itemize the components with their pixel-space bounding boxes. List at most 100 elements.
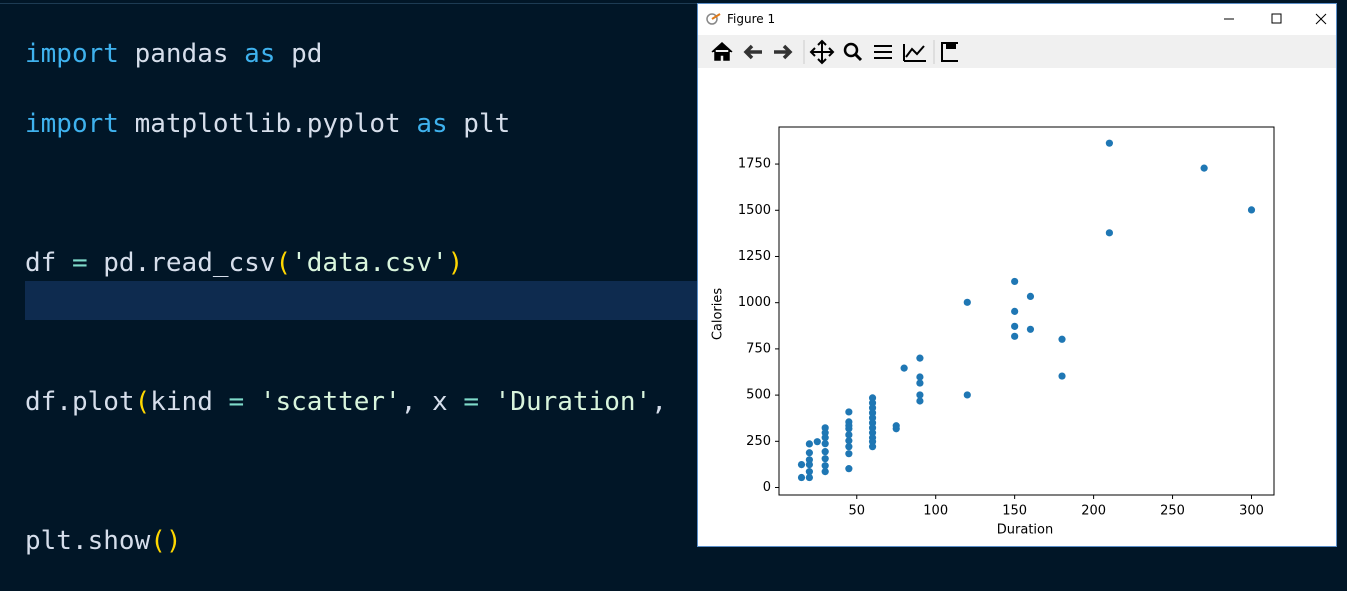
string: 'data.csv': [291, 247, 448, 278]
x-axis-label: Duration: [997, 523, 1053, 538]
code-editor: import pandas as pd import matplotlib.py…: [25, 5, 667, 591]
x-tick-label: 200: [1081, 504, 1106, 519]
scatter-point: [868, 429, 877, 437]
scatter-point: [813, 438, 821, 446]
identifier: matplotlib.pyplot: [118, 108, 417, 139]
y-tick-label: 1500: [738, 203, 771, 218]
scatter-point: [821, 434, 829, 442]
title-bar: Figure 1: [698, 4, 1336, 34]
punctuation: ,: [651, 386, 667, 417]
scatter-point: [821, 448, 829, 456]
editor-border: [0, 3, 700, 4]
scatter-point: [821, 440, 829, 448]
scatter-point: [900, 364, 908, 372]
scatter-point: [797, 460, 806, 469]
scatter-point: [805, 449, 813, 457]
scatter-point: [916, 373, 924, 381]
scatter-point: [1026, 292, 1035, 300]
configure-button[interactable]: [874, 45, 892, 59]
keyword: as: [244, 39, 276, 69]
forward-button[interactable]: [774, 44, 793, 60]
scatter-point: [845, 431, 853, 439]
y-tick-label: 1000: [738, 295, 771, 310]
scatter-point: [821, 462, 829, 470]
scatter-point: [805, 468, 813, 476]
operator: =: [71, 247, 104, 278]
edit-button[interactable]: [903, 44, 926, 62]
scatter-point: [821, 468, 829, 476]
figure: Duration Calories 0 250 500 750 1000 1250 1500…: [698, 68, 1336, 546]
code-line: df.plot(kind = 'scatter', x = 'Duration'…: [25, 383, 667, 423]
identifier: pd.read_csv: [103, 247, 276, 278]
scatter-point: [845, 443, 853, 451]
toolbar: [698, 35, 1336, 69]
scatter-point: [868, 409, 877, 417]
scatter-point: [1011, 322, 1019, 330]
maximize-button[interactable]: [1271, 13, 1282, 24]
blank-line: [25, 452, 667, 492]
y-tick-label: 0: [763, 480, 771, 495]
scatter-point: [797, 473, 806, 482]
y-tick-label: 500: [746, 388, 771, 403]
scatter-point: [805, 473, 813, 482]
scatter-point: [868, 414, 877, 422]
scatter-point: [1200, 164, 1208, 172]
y-axis-label: Calories: [711, 288, 726, 341]
scatter-point: [805, 440, 813, 448]
window-controls[interactable]: [1206, 4, 1336, 34]
close-button[interactable]: [1315, 13, 1327, 25]
scatter-point: [821, 424, 829, 432]
code-line: df = pd.read_csv('data.csv'): [25, 244, 667, 284]
scatter-point: [821, 455, 829, 463]
window-icon: [706, 13, 721, 25]
scatter-point: [1105, 139, 1113, 147]
identifier: pandas: [118, 39, 245, 69]
y-tick-label: 1750: [738, 157, 771, 172]
scatter-point: [916, 397, 924, 405]
keyword: import: [25, 39, 119, 69]
blank-line: [25, 174, 667, 214]
identifier: df.plot: [25, 386, 135, 417]
y-tick-label: 1250: [738, 249, 771, 264]
scatter-point: [963, 298, 971, 306]
scatter-point: [916, 379, 924, 387]
bracket: (: [134, 386, 151, 417]
bracket: (): [150, 525, 182, 556]
save-button[interactable]: [941, 42, 961, 62]
y-tick-label: 250: [746, 434, 771, 449]
keyword: as: [416, 108, 448, 139]
scatter-point: [868, 394, 877, 402]
identifier: df: [25, 247, 72, 278]
scatter-point: [963, 391, 971, 399]
scatter-point: [805, 456, 813, 464]
zoom-button[interactable]: [843, 42, 863, 62]
window-title: Figure 1: [727, 12, 776, 26]
scatter-point: [868, 443, 877, 451]
identifier: , x: [400, 386, 464, 417]
scatter-point: [845, 421, 853, 430]
screen: import pandas as pd import matplotlib.py…: [0, 3, 1337, 556]
y-tick-label: 750: [746, 341, 771, 356]
identifier: plt: [447, 108, 511, 139]
scatter-point: [892, 425, 900, 433]
scatter-point: [1026, 325, 1035, 333]
scatter-point: [868, 399, 877, 407]
identifier: pd: [275, 39, 323, 69]
scatter-point: [845, 465, 853, 473]
back-button[interactable]: [743, 44, 762, 60]
identifier: plt.show: [25, 525, 151, 556]
scatter-point: [868, 419, 877, 427]
pan-button[interactable]: [809, 39, 835, 65]
scatter-point: [868, 404, 877, 412]
scatter-point: [1105, 229, 1113, 237]
scatter-point: [845, 408, 853, 416]
scatter-point: [868, 424, 877, 432]
bracket: ): [447, 247, 464, 278]
scatter-point: [916, 354, 924, 362]
scatter-point: [1011, 277, 1019, 286]
home-button[interactable]: [711, 41, 733, 61]
code-line: import matplotlib.pyplot as plt: [25, 105, 667, 145]
x-tick-label: 100: [923, 504, 948, 519]
scatter-point: [1247, 206, 1256, 214]
bracket: (: [275, 247, 292, 278]
